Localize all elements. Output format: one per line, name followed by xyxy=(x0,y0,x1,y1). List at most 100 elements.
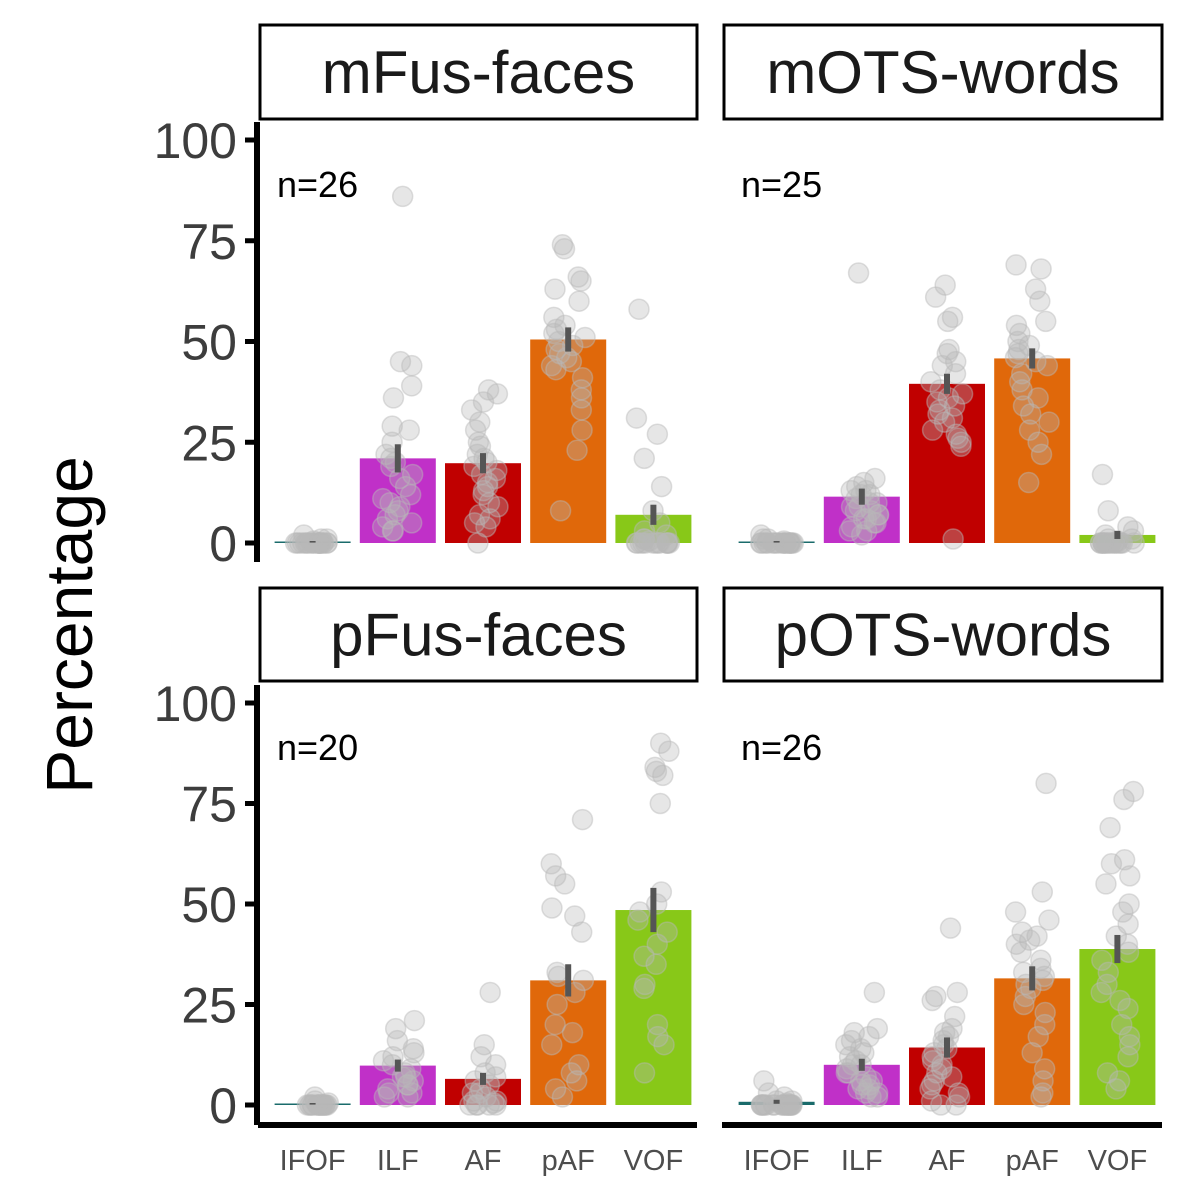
panel-strip xyxy=(722,23,1164,121)
data-point xyxy=(1035,772,1057,795)
y-tick-label: 75 xyxy=(181,777,237,833)
data-point xyxy=(780,1094,802,1116)
data-point xyxy=(1113,788,1135,811)
data-point xyxy=(946,981,969,1004)
data-point xyxy=(476,471,499,494)
data-point xyxy=(633,945,655,968)
data-point xyxy=(647,532,669,554)
data-point xyxy=(778,532,800,554)
data-point xyxy=(1117,913,1139,935)
data-point xyxy=(544,1078,567,1100)
data-point xyxy=(540,354,563,377)
x-tick-label-ILF: ILF xyxy=(377,1145,419,1177)
x-tick-label-AF: AF xyxy=(464,1145,501,1177)
data-point xyxy=(752,1094,774,1116)
y-tick-label: 25 xyxy=(181,415,237,471)
data-point xyxy=(1004,901,1027,923)
data-point xyxy=(835,1062,858,1084)
data-point xyxy=(938,338,960,361)
data-point xyxy=(296,1094,319,1116)
data-point xyxy=(950,435,972,458)
data-point xyxy=(572,969,595,992)
data-point xyxy=(1007,342,1029,365)
data-point xyxy=(757,528,779,550)
data-point xyxy=(470,1046,492,1068)
panel-strip xyxy=(258,23,699,121)
data-point xyxy=(1005,254,1027,276)
data-point xyxy=(840,1029,863,1052)
data-point xyxy=(1100,853,1123,875)
data-point xyxy=(633,520,656,542)
data-point xyxy=(308,532,330,554)
data-point xyxy=(472,483,494,506)
data-point xyxy=(544,1013,566,1036)
data-point xyxy=(378,1082,400,1104)
data-point xyxy=(931,354,954,377)
data-point xyxy=(941,306,964,329)
data-point xyxy=(568,1054,590,1076)
data-point xyxy=(943,395,966,417)
data-point xyxy=(479,508,501,530)
data-point xyxy=(1099,816,1121,839)
data-point xyxy=(1108,1070,1131,1092)
data-point xyxy=(304,1090,326,1112)
data-point xyxy=(301,1094,324,1116)
data-point xyxy=(1112,901,1134,923)
data-point xyxy=(866,491,888,514)
data-point xyxy=(376,508,399,530)
data-point xyxy=(468,504,491,526)
data-point xyxy=(391,185,414,208)
data-point xyxy=(926,391,948,413)
data-point xyxy=(947,1082,970,1104)
data-point xyxy=(653,1033,675,1056)
data-point xyxy=(401,1082,423,1104)
data-point xyxy=(463,1090,485,1112)
data-point xyxy=(316,1094,338,1116)
data-point xyxy=(840,516,863,538)
data-point xyxy=(570,399,593,421)
data-point xyxy=(627,909,649,931)
data-point xyxy=(466,1094,489,1116)
data-point xyxy=(459,1094,481,1116)
data-point xyxy=(626,532,648,554)
data-point xyxy=(634,532,657,554)
data-point xyxy=(382,387,405,409)
data-point xyxy=(1008,338,1030,361)
data-point xyxy=(1012,395,1035,417)
data-point xyxy=(855,520,878,542)
data-point xyxy=(403,1009,426,1032)
data-point xyxy=(768,532,790,554)
data-point xyxy=(943,1005,966,1028)
data-point xyxy=(1109,989,1131,1012)
data-point xyxy=(1034,1013,1056,1036)
data-point xyxy=(754,1094,776,1116)
data-point xyxy=(1005,933,1028,955)
data-point xyxy=(1091,463,1114,486)
data-point xyxy=(782,532,805,554)
data-point xyxy=(401,463,424,486)
data-point xyxy=(749,532,772,554)
data-point xyxy=(753,532,775,554)
panel-strip xyxy=(722,586,1164,683)
data-point xyxy=(936,342,958,365)
data-point xyxy=(921,419,944,441)
data-point xyxy=(850,1037,872,1060)
bar-VOF xyxy=(1079,949,1156,1105)
data-point xyxy=(386,1029,409,1052)
data-point xyxy=(544,865,567,887)
data-point xyxy=(540,853,562,875)
data-point xyxy=(403,1041,425,1064)
data-point xyxy=(485,1094,507,1116)
data-point xyxy=(561,1021,584,1044)
data-point xyxy=(945,423,968,445)
data-point xyxy=(656,532,678,554)
data-point xyxy=(947,427,969,449)
data-point xyxy=(313,1094,336,1116)
data-point xyxy=(625,532,648,554)
data-point xyxy=(1097,961,1120,984)
data-point xyxy=(483,1092,505,1114)
data-point xyxy=(843,1021,865,1044)
data-point xyxy=(840,479,862,502)
data-point xyxy=(921,1074,943,1096)
data-point xyxy=(371,516,394,538)
